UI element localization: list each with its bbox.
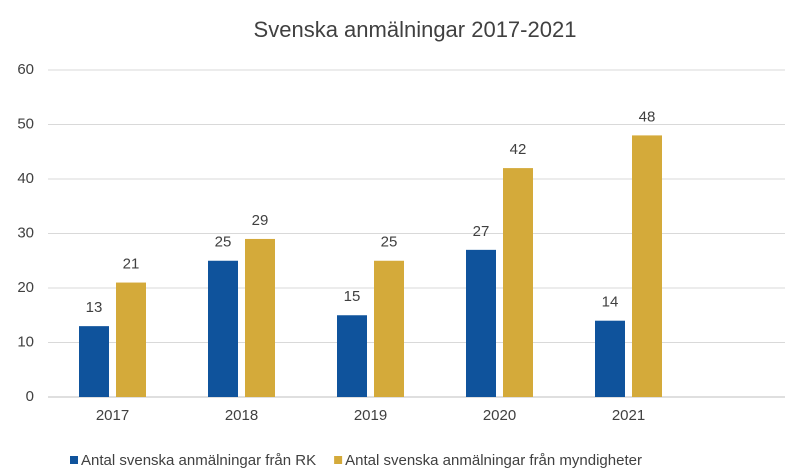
y-tick-label: 0 <box>26 388 34 405</box>
data-label: 48 <box>639 108 656 125</box>
data-label: 25 <box>215 234 232 251</box>
legend-swatch <box>70 456 78 464</box>
y-tick-label: 20 <box>17 279 34 296</box>
data-label: 14 <box>602 294 619 311</box>
x-tick-label: 2020 <box>483 407 516 424</box>
bar <box>503 168 533 397</box>
bar <box>208 260 238 397</box>
bar <box>245 238 275 397</box>
data-label: 13 <box>86 299 103 316</box>
legend-label: Antal svenska anmälningar från myndighet… <box>345 452 642 468</box>
chart-title: Svenska anmälningar 2017-2021 <box>254 17 577 42</box>
bar <box>632 135 662 397</box>
y-tick-label: 60 <box>17 61 34 78</box>
bar <box>466 249 496 397</box>
x-tick-label: 2018 <box>225 407 258 424</box>
y-tick-label: 10 <box>17 333 34 350</box>
x-tick-label: 2021 <box>612 407 645 424</box>
y-tick-label: 50 <box>17 115 34 132</box>
data-label: 27 <box>473 223 490 240</box>
y-tick-label: 40 <box>17 170 34 187</box>
data-label: 25 <box>381 234 398 251</box>
bar <box>79 326 109 397</box>
x-tick-label: 2017 <box>96 407 129 424</box>
x-tick-label: 2019 <box>354 407 387 424</box>
legend-label: Antal svenska anmälningar från RK <box>81 452 316 468</box>
bar <box>337 315 367 397</box>
bar <box>116 282 146 397</box>
data-label: 29 <box>252 212 269 229</box>
bar <box>374 260 404 397</box>
bar <box>595 320 625 397</box>
y-tick-label: 30 <box>17 224 34 241</box>
data-label: 21 <box>123 256 140 273</box>
data-label: 15 <box>344 288 361 305</box>
legend-swatch <box>334 456 343 464</box>
data-label: 42 <box>510 141 527 158</box>
